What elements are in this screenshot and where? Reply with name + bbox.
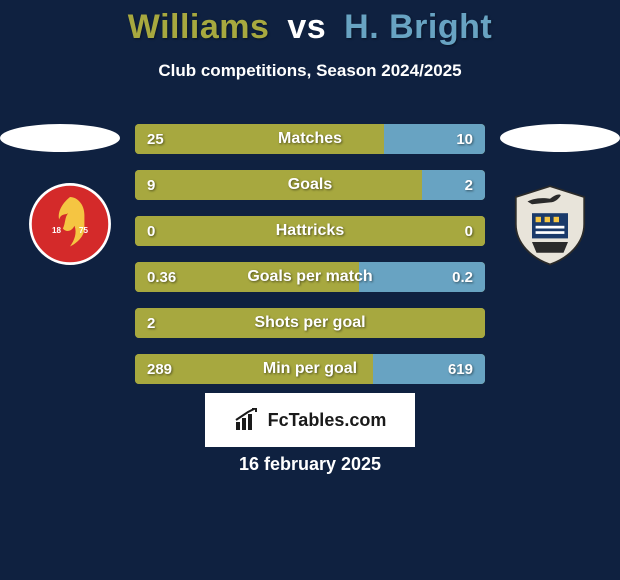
newtown-crest-icon: 18 75: [20, 174, 120, 274]
date-label: 16 february 2025: [0, 454, 620, 475]
comparison-card: Williams vs H. Bright Club competitions,…: [0, 0, 620, 580]
brand-box: FcTables.com: [205, 393, 415, 447]
shadow-ellipse-left: [0, 124, 120, 152]
stat-label: Hattricks: [135, 216, 485, 246]
stat-value-left: 0: [147, 216, 155, 246]
stat-label: Min per goal: [135, 354, 485, 384]
stat-label: Matches: [135, 124, 485, 154]
player2-club-crest: [500, 174, 600, 274]
stat-value-left: 25: [147, 124, 164, 154]
stat-value-right: 2: [465, 170, 473, 200]
stats-bars: Matches25 10 Goals9 2 Hattricks0 0 Goals per m…: [135, 124, 485, 400]
stat-row: Matches25 10: [135, 124, 485, 154]
stat-row: Shots per goal2: [135, 308, 485, 338]
stat-value-left: 289: [147, 354, 172, 384]
stat-value-right: 0: [465, 216, 473, 246]
stat-label: Goals: [135, 170, 485, 200]
subtitle: Club competitions, Season 2024/2025: [0, 61, 620, 81]
stat-label: Shots per goal: [135, 308, 485, 338]
stat-value-left: 0.36: [147, 262, 176, 292]
fctables-logo-icon: [234, 408, 262, 432]
haverfordwest-crest-icon: [500, 174, 600, 274]
svg-text:75: 75: [79, 226, 88, 235]
stat-label: Goals per match: [135, 262, 485, 292]
player1-name: Williams: [128, 8, 270, 46]
stat-row: Min per goal289 619: [135, 354, 485, 384]
stat-row: Hattricks0 0: [135, 216, 485, 246]
brand-text: FcTables.com: [268, 410, 387, 431]
page-title: Williams vs H. Bright: [0, 0, 620, 47]
stat-value-left: 9: [147, 170, 155, 200]
shadow-ellipse-right: [500, 124, 620, 152]
player1-club-crest: 18 75: [20, 174, 120, 274]
player2-name: H. Bright: [344, 8, 492, 46]
stat-value-right: 619: [448, 354, 473, 384]
stat-value-right: 0.2: [452, 262, 473, 292]
stat-row: Goals9 2: [135, 170, 485, 200]
vs-label: vs: [287, 8, 326, 46]
svg-text:18: 18: [52, 226, 61, 235]
stat-value-left: 2: [147, 308, 155, 338]
stat-value-right: 10: [456, 124, 473, 154]
stat-row: Goals per match0.36 0.2: [135, 262, 485, 292]
